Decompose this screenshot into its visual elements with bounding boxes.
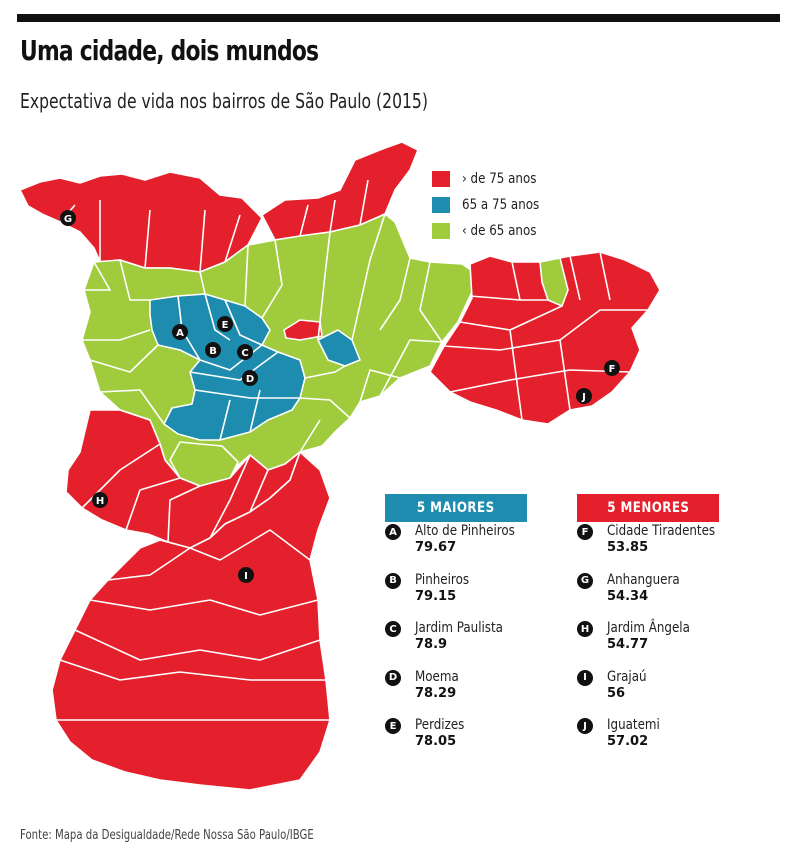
- legend-item: ‹ de 65 anos: [432, 218, 553, 244]
- marker-j: J: [576, 388, 592, 404]
- svg-text:B: B: [209, 346, 217, 357]
- svg-text:C: C: [241, 348, 248, 359]
- panel-maiores-title: 5 MAIORES: [385, 494, 527, 522]
- district-value: 54.34: [607, 588, 649, 604]
- marker-h: H: [92, 492, 108, 508]
- district-name: Jardim Ângela: [607, 620, 690, 636]
- district-name: Moema: [415, 668, 459, 685]
- svg-text:D: D: [246, 374, 254, 385]
- source-credit: Fonte: Mapa da Desigualdade/Rede Nossa S…: [20, 828, 314, 843]
- marker-badge: C: [385, 621, 401, 637]
- district-value: 54.77: [607, 637, 649, 652]
- panel-menores-title: 5 MENORES: [577, 494, 719, 522]
- district-name: Pinheiros: [415, 571, 470, 588]
- panel-maiores: 5 MAIORES A Alto de Pinheiros 79.67 B Pin…: [385, 494, 527, 765]
- marker-badge: A: [385, 524, 401, 540]
- district-name: Grajaú: [607, 668, 647, 685]
- marker-badge: F: [577, 524, 593, 540]
- marker-badge: J: [577, 718, 593, 734]
- svg-text:E: E: [222, 320, 229, 331]
- marker-badge: B: [385, 572, 401, 589]
- district-name: Alto de Pinheiros: [415, 523, 515, 539]
- legend-label: 65 a 75 anos: [462, 197, 540, 213]
- list-item: D Moema 78.29: [385, 668, 527, 717]
- marker-badge: H: [577, 621, 593, 637]
- marker-e: E: [217, 316, 233, 332]
- district-value: 79.67: [415, 540, 457, 555]
- district-region: [317, 329, 361, 367]
- marker-f: F: [604, 360, 620, 376]
- svg-text:G: G: [64, 214, 72, 225]
- map-legend: › de 75 anos 65 a 75 anos ‹ de 65 anos: [432, 166, 553, 244]
- marker-a: A: [172, 324, 188, 340]
- district-name: Cidade Tiradentes: [607, 523, 716, 539]
- district-name: Jardim Paulista: [415, 620, 503, 636]
- list-item: F Cidade Tiradentes 53.85: [577, 522, 719, 571]
- district-name: Iguatemi: [607, 717, 660, 733]
- marker-badge: G: [577, 572, 593, 589]
- district-value: 78.29: [415, 685, 457, 701]
- marker-badge: D: [385, 669, 401, 686]
- list-item: C Jardim Paulista 78.9: [385, 619, 527, 668]
- legend-swatch-mid: [432, 197, 450, 213]
- list-item: A Alto de Pinheiros 79.67: [385, 522, 527, 571]
- top-rule: [17, 14, 780, 22]
- map-markers: A E B C D G F J H I: [60, 210, 620, 583]
- legend-item: › de 75 anos: [432, 166, 553, 192]
- list-item: G Anhanguera 54.34: [577, 571, 719, 620]
- panel-menores: 5 MENORES F Cidade Tiradentes 53.85 G Anh…: [577, 494, 719, 765]
- svg-text:F: F: [609, 364, 616, 375]
- legend-label: ‹ de 65 anos: [462, 223, 537, 239]
- district-name: Perdizes: [415, 717, 465, 733]
- district-region: [19, 171, 263, 273]
- marker-d: D: [242, 370, 258, 386]
- district-value: 79.15: [415, 588, 457, 604]
- marker-g: G: [60, 210, 76, 226]
- list-item: J Iguatemi 57.02: [577, 716, 719, 765]
- legend-label: › de 75 anos: [462, 171, 537, 187]
- marker-badge: I: [577, 669, 593, 686]
- district-value: 56: [607, 685, 626, 701]
- svg-text:H: H: [96, 496, 104, 507]
- district-value: 78.05: [415, 734, 457, 749]
- district-value: 78.9: [415, 637, 448, 652]
- legend-item: 65 a 75 anos: [432, 192, 553, 218]
- district-region: [283, 319, 323, 341]
- legend-swatch-high: [432, 171, 450, 187]
- page-title: Uma cidade, dois mundos: [20, 34, 319, 67]
- marker-i: I: [238, 567, 254, 583]
- legend-swatch-low: [432, 223, 450, 239]
- list-item: I Grajaú 56: [577, 668, 719, 717]
- district-name: Anhanguera: [607, 571, 680, 588]
- marker-b: B: [205, 342, 221, 358]
- page-subtitle: Expectativa de vida nos bairros de São P…: [20, 89, 428, 113]
- list-item: B Pinheiros 79.15: [385, 571, 527, 620]
- svg-text:J: J: [581, 392, 586, 403]
- district-value: 53.85: [607, 540, 649, 555]
- marker-c: C: [237, 344, 253, 360]
- district-region: [429, 251, 661, 425]
- svg-text:I: I: [244, 571, 248, 582]
- district-value: 57.02: [607, 734, 649, 749]
- list-item: H Jardim Ângela 54.77: [577, 619, 719, 668]
- list-item: E Perdizes 78.05: [385, 716, 527, 765]
- svg-text:A: A: [176, 328, 184, 339]
- marker-badge: E: [385, 718, 401, 734]
